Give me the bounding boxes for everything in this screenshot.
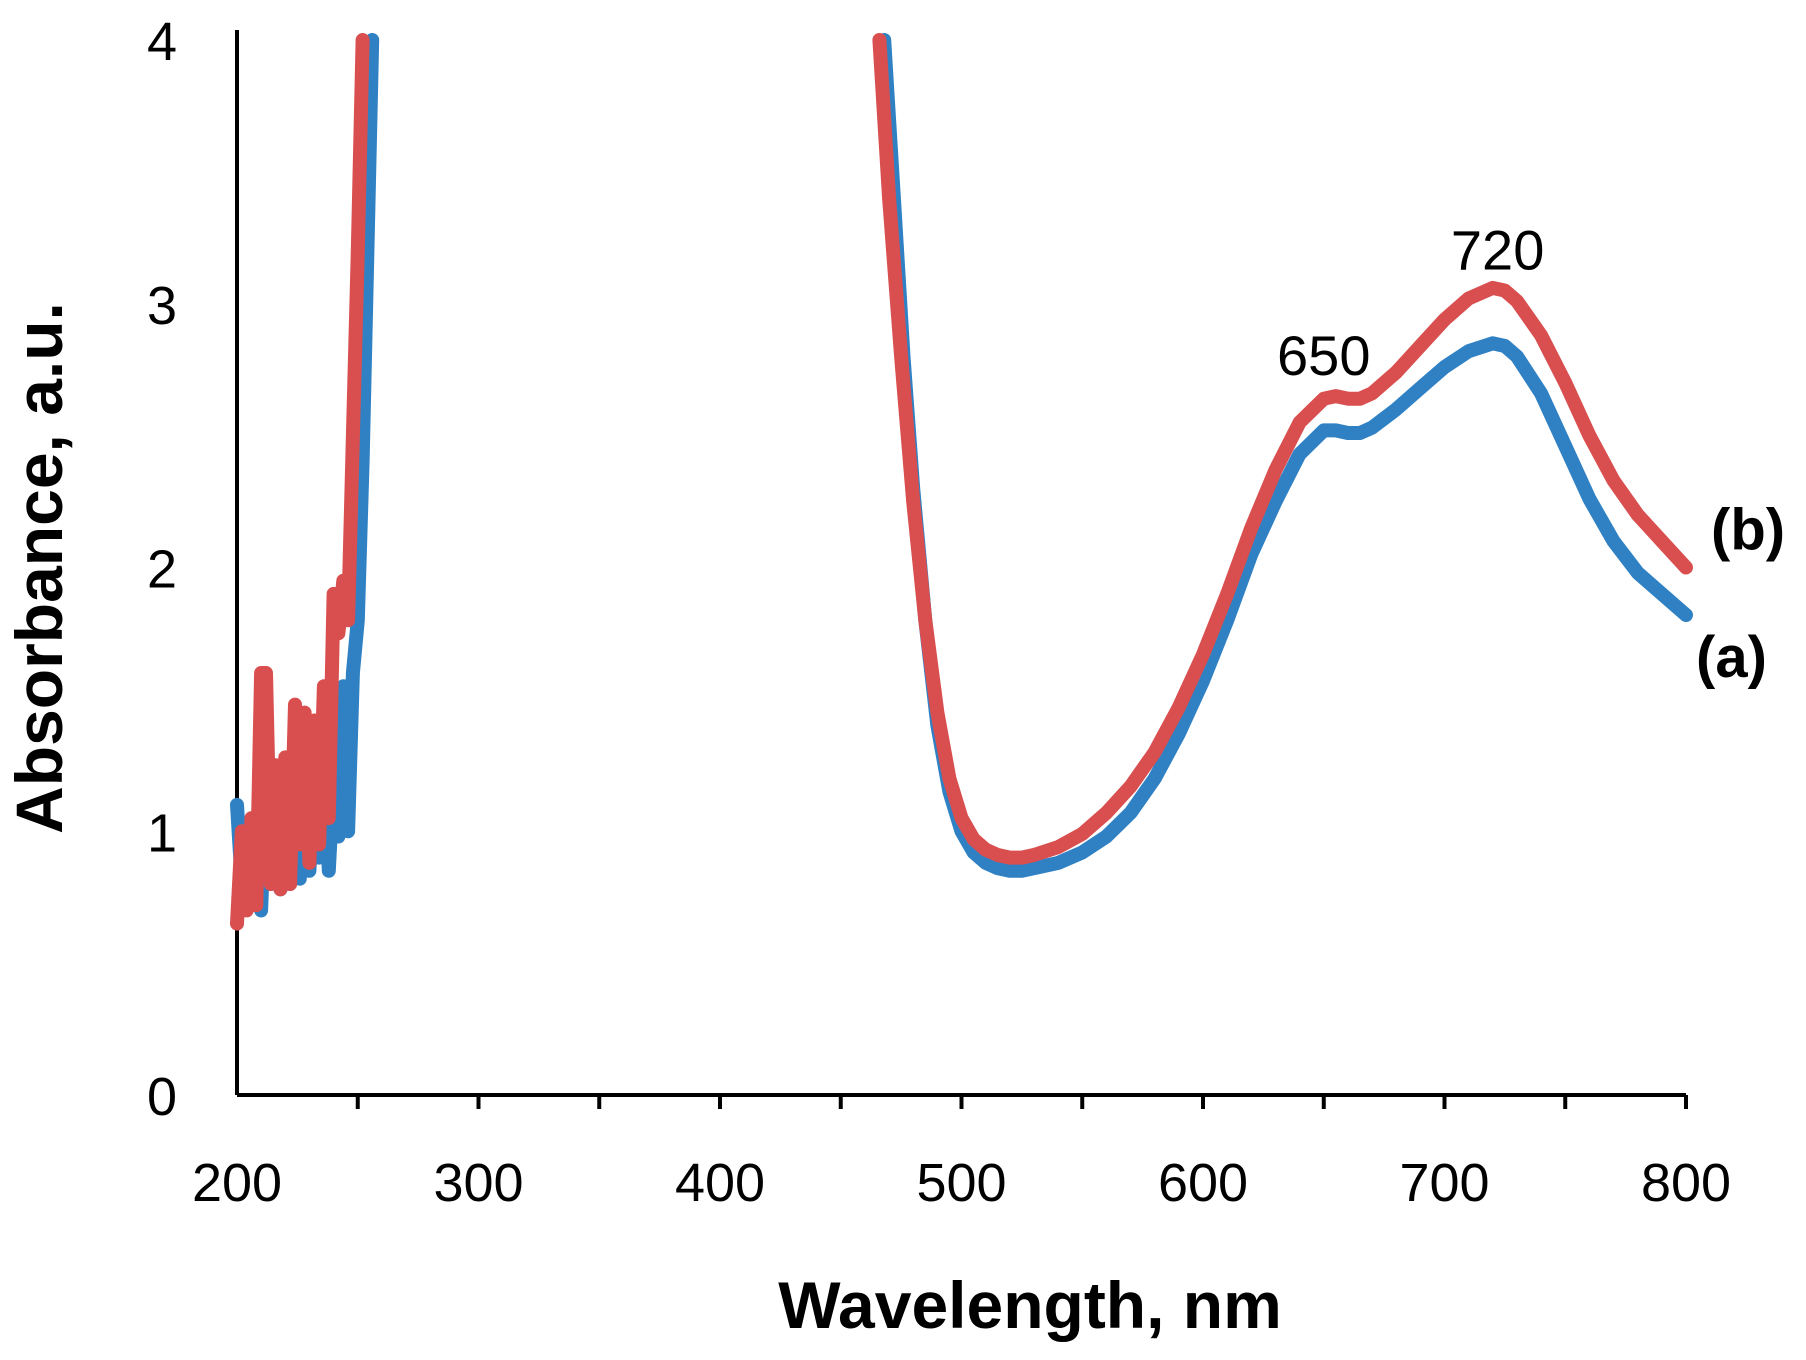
y-tick-label: 4: [147, 12, 177, 72]
series-label-b: (b): [1711, 498, 1785, 563]
x-tick-label: 500: [916, 1153, 1006, 1213]
y-tick-label: 2: [147, 540, 177, 600]
x-tick-label: 700: [1399, 1153, 1489, 1213]
y-tick-label: 3: [147, 276, 177, 336]
series-line-b: [230, 33, 370, 931]
y-tick-label: 0: [147, 1067, 177, 1127]
series-labels: (a) (b): [1696, 498, 1785, 690]
series-line-b: [872, 33, 1693, 865]
x-tick-label: 600: [1158, 1153, 1248, 1213]
x-tick-label: 200: [192, 1153, 282, 1213]
x-tick-label: 300: [433, 1153, 523, 1213]
x-tick-label: 800: [1641, 1153, 1731, 1213]
x-axis-title: Wavelength, nm: [778, 1268, 1282, 1342]
series-label-a: (a): [1696, 625, 1767, 690]
x-tick-label: 400: [675, 1153, 765, 1213]
y-tick-label: 1: [147, 803, 177, 863]
y-axis-title: Absorbance, a.u.: [2, 302, 76, 834]
tick-labels: 200 300 400 500 600 700 800 0 1 2 3 4: [147, 12, 1731, 1213]
peak-annotations: 650 720: [1277, 218, 1544, 387]
axes: [235, 30, 1688, 1109]
series-lines: [230, 33, 1693, 931]
peak-label-650: 650: [1277, 324, 1370, 387]
peak-label-720: 720: [1451, 218, 1544, 281]
